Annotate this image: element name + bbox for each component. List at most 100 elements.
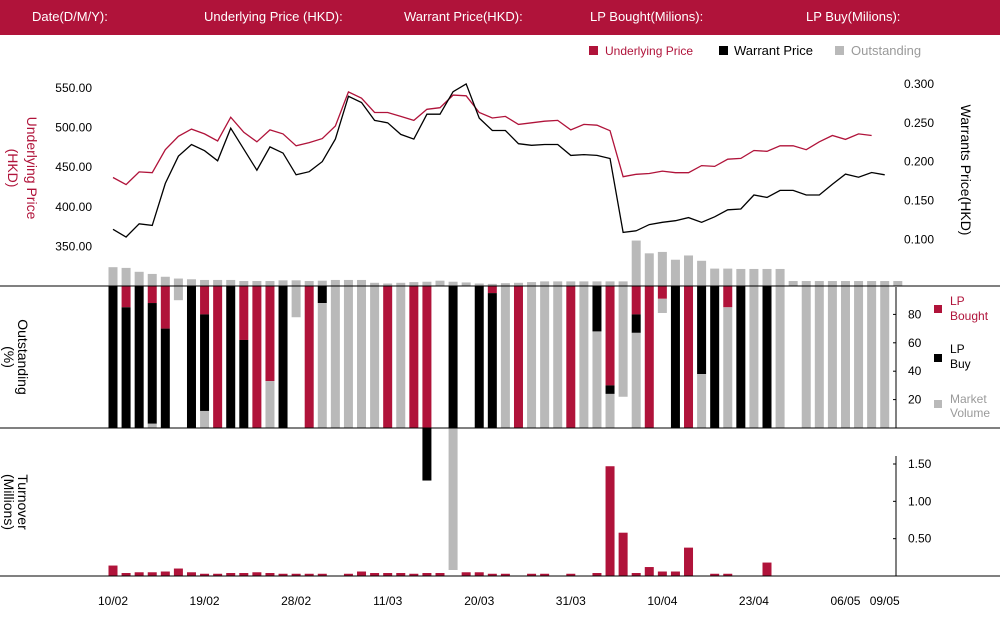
turnover-bar: [396, 573, 406, 576]
turnover-bar: [173, 568, 183, 576]
outstanding-bar: [540, 281, 550, 286]
lp-buy-bar: [226, 286, 236, 428]
outstanding-bar: [304, 281, 314, 286]
legend-underlying-swatch: [589, 46, 598, 55]
turnover-title-line2: (Millions): [1, 474, 17, 530]
turnover-bar: [631, 573, 641, 576]
market-volume-bar: [357, 286, 367, 428]
header-date-label: Date(D/M/Y):: [32, 9, 108, 24]
y-left-tick-label: 350.00: [55, 239, 92, 253]
turnover-bar: [605, 466, 615, 576]
lp-buy-bar: [710, 286, 720, 428]
lp-buy-bar: [487, 293, 497, 428]
turnover-bar: [618, 532, 628, 576]
outstanding-bar: [409, 282, 419, 286]
lp-bought-bar: [644, 286, 654, 428]
turnover-bar: [566, 573, 576, 576]
outstanding-bar: [867, 281, 877, 286]
market-volume-bar: [749, 286, 759, 428]
lp-bought-bar: [487, 286, 497, 294]
outstanding-bar: [186, 279, 196, 286]
turnover-bar: [670, 571, 680, 576]
outstanding-bar: [383, 283, 393, 286]
outstanding-bar: [527, 282, 537, 286]
outstanding-bar: [278, 280, 288, 286]
market-volume-bar: [723, 307, 733, 428]
outstanding-bar: [814, 281, 824, 286]
y-right-tick-label: 0.300: [904, 77, 934, 91]
legend-lp-buy-swatch: [934, 354, 942, 362]
market-volume-bar: [618, 286, 628, 397]
outstanding-bar: [422, 281, 432, 286]
outstanding-bar: [644, 253, 654, 286]
outstanding-bar: [775, 268, 785, 286]
lp-bought-bar: [409, 286, 419, 428]
market-volume-bar: [396, 286, 406, 428]
legend-outstanding-swatch: [835, 46, 844, 55]
x-tick-label: 10/04: [647, 594, 677, 608]
header-warrant-label: Warrant Price(HKD):: [404, 9, 523, 24]
turnover-bar: [762, 562, 772, 576]
x-tick-label: 20/03: [464, 594, 494, 608]
lp-buy-bar: [186, 286, 196, 428]
outstanding-tick-label: 80: [908, 307, 922, 321]
turnover-tick-label: 0.50: [908, 532, 932, 546]
lp-bought-bar: [147, 286, 157, 304]
market-volume-bar: [540, 286, 550, 428]
outstanding-bar: [357, 279, 367, 286]
market-volume-bar: [657, 298, 667, 313]
outstanding-bar: [121, 267, 131, 286]
lp-bought-bar: [605, 286, 615, 386]
turnover-bar: [317, 573, 327, 576]
turnover-bar: [304, 573, 314, 576]
lp-bought-bar: [684, 286, 694, 428]
lp-buy-bar: [200, 314, 210, 411]
outstanding-bar: [854, 281, 864, 286]
outstanding-bar: [448, 281, 458, 286]
turnover-bar: [160, 571, 170, 576]
x-tick-label: 06/05: [830, 594, 860, 608]
market-volume-bar: [605, 393, 615, 428]
turnover-bar: [121, 573, 131, 576]
turnover-bar: [291, 573, 301, 576]
turnover-bar: [527, 573, 537, 576]
market-volume-bar: [631, 332, 641, 428]
turnover-bar: [108, 565, 118, 576]
legend-warrant-label: Warrant Price: [734, 43, 813, 58]
market-volume-bar: [854, 286, 864, 428]
outstanding-bar: [291, 280, 301, 286]
turnover-bar: [252, 572, 262, 576]
outstanding-bar: [474, 283, 484, 286]
lp-bought-bar: [213, 286, 223, 428]
x-tick-label: 09/05: [870, 594, 900, 608]
y-left-title-line1: Underlying Price: [24, 117, 40, 220]
x-tick-label: 10/02: [98, 594, 128, 608]
market-volume-bar: [840, 286, 850, 428]
outstanding-bar: [147, 273, 157, 286]
turnover-bar: [474, 572, 484, 576]
legend-warrant-swatch: [719, 46, 728, 55]
outstanding-bar: [252, 281, 262, 286]
header-lp-bought-label: LP Bought(Milions):: [590, 9, 704, 24]
turnover-bar: [723, 573, 733, 576]
outstanding-bar: [108, 267, 118, 286]
outstanding-bar: [762, 268, 772, 286]
lp-bought-bar: [239, 286, 249, 340]
turnover-bar: [684, 547, 694, 576]
turnover-bar: [710, 573, 720, 576]
warrant-chart: Underlying Price Warrant Price Outstandi…: [0, 43, 1000, 608]
lp-buy-bar: [134, 286, 144, 428]
turnover-bar: [147, 572, 157, 576]
turnover-bar: [592, 573, 602, 576]
turnover-bar: [200, 573, 210, 576]
outstanding-bar: [579, 281, 589, 286]
turnover-bar: [213, 573, 223, 576]
lp-buy-bar: [239, 339, 249, 428]
header-underlying-label: Underlying Price (HKD):: [204, 9, 343, 24]
market-volume-bar: [775, 286, 785, 428]
warrant-price-line: [112, 82, 885, 238]
turnover-bar: [409, 573, 419, 576]
outstanding-tick-label: 60: [908, 336, 922, 350]
y-left-tick-label: 400.00: [55, 200, 92, 214]
turnover-bar: [435, 573, 445, 576]
